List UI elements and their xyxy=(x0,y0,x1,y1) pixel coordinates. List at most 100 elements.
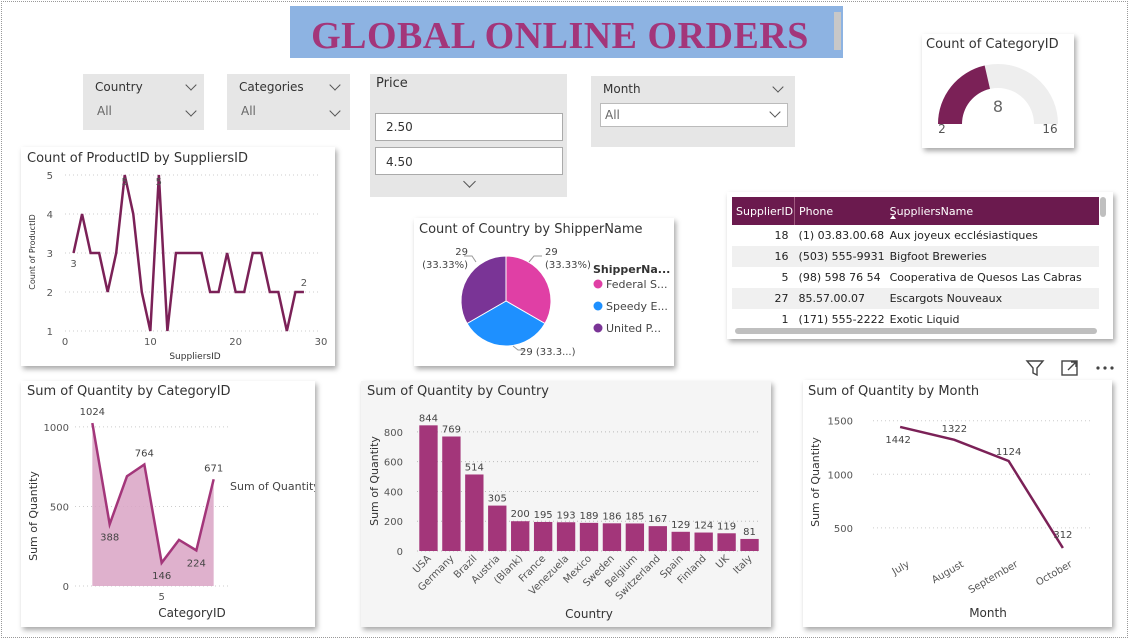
bar xyxy=(465,474,484,551)
category-gauge-card[interactable]: Count of CategoryID 8 2 16 xyxy=(922,34,1074,148)
products-x-axis-label: SuppliersID xyxy=(169,352,220,362)
gauge-chart: 8 2 16 xyxy=(938,64,1058,136)
cell-supplier-id: 27 xyxy=(774,292,789,305)
chevron-down-icon[interactable] xyxy=(329,105,341,117)
data-label: 5 xyxy=(156,177,162,188)
categories-slicer[interactable]: Categories All xyxy=(227,74,350,130)
country-slicer-label: Country xyxy=(95,80,143,94)
horizontal-scrollbar[interactable] xyxy=(735,328,1097,334)
price-min-value: 2.50 xyxy=(386,120,413,134)
chevron-down-icon[interactable] xyxy=(463,175,476,188)
supplier-table-scroll[interactable]: SupplierID Phone SuppliersName 18 (1) 03.… xyxy=(732,197,1099,325)
categories-slicer-value: All xyxy=(241,104,256,118)
data-label: 1124 xyxy=(996,447,1021,458)
data-label: 514 xyxy=(465,462,484,473)
chevron-down-icon[interactable] xyxy=(329,79,341,91)
legend-marker xyxy=(593,279,603,289)
pie-data-label-pct: (33.33%) xyxy=(545,260,591,271)
bar xyxy=(625,523,645,551)
cell-supplier-id: 5 xyxy=(781,271,789,284)
table-row[interactable]: 5 (98) 598 76 54 Cooperativa de Quesos Las… xyxy=(732,267,1099,288)
col-suppliers-name[interactable]: SuppliersName xyxy=(886,197,1099,225)
leader-line xyxy=(512,345,524,351)
supplier-table: SupplierID Phone SuppliersName 18 (1) 03.… xyxy=(732,197,1099,325)
data-label: 119 xyxy=(717,521,736,532)
y-tick-label: 0 xyxy=(63,582,69,593)
y-tick-label: 3 xyxy=(47,249,53,260)
data-label: 224 xyxy=(187,558,206,569)
cell-supplier-id: 18 xyxy=(774,229,789,242)
more-options-icon[interactable] xyxy=(1094,357,1118,379)
gauge-min: 2 xyxy=(938,122,946,136)
cell-suppliers-name: Aux joyeux ecclésiastiques xyxy=(889,229,1038,242)
month-slicer[interactable]: Month All xyxy=(591,76,795,147)
products-by-supplier-card[interactable]: Count of ProductID by SuppliersID Count … xyxy=(21,147,335,366)
chevron-down-icon[interactable] xyxy=(185,105,197,117)
shipper-pie-card[interactable]: Count of Country by ShipperName ShipperN… xyxy=(414,218,674,366)
legend-entry: United P... xyxy=(606,322,661,335)
x-tick-label: July xyxy=(890,559,912,578)
table-row[interactable]: 18 (1) 03.83.00.68 Aux joyeux ecclésiastiq… xyxy=(732,225,1099,246)
quantity-by-month-card[interactable]: Sum of Quantity by Month Sum of Quantity… xyxy=(803,380,1112,627)
price-slicer[interactable]: Price 2.50 4.50 xyxy=(370,74,567,197)
country-bar-chart: Sum of Quantity Country 0 200 400 600 800 844… xyxy=(368,413,761,621)
cell-phone: 85.57.00.07 xyxy=(798,292,866,305)
bar xyxy=(579,522,599,551)
month-line-chart: Sum of Quantity Month 500 1000 1500 1442 132… xyxy=(809,417,1090,620)
x-tick-label: October xyxy=(1034,559,1075,589)
vertical-scrollbar[interactable] xyxy=(1100,197,1106,217)
quantity-by-country-card[interactable]: Sum of Quantity by Country Sum of Quanti… xyxy=(361,381,771,627)
bar xyxy=(511,521,530,551)
month-dropdown[interactable]: All xyxy=(600,103,788,127)
data-label: 764 xyxy=(135,448,154,459)
y-tick-label: 1 xyxy=(47,327,53,338)
cell-supplier-id: 1 xyxy=(781,313,789,325)
y-tick-label: 5 xyxy=(47,171,53,182)
table-row[interactable]: 1 (171) 555-2222 Exotic Liquid xyxy=(732,309,1099,325)
categories-slicer-label: Categories xyxy=(239,80,304,94)
y-tick-label: 1000 xyxy=(44,423,69,434)
shipper-chart-title: Count of Country by ShipperName xyxy=(419,222,643,237)
table-row[interactable]: 27 85.57.00.07 Escargots Nouveaux xyxy=(732,288,1099,309)
month-slicer-label: Month xyxy=(603,82,641,96)
table-row[interactable]: 16 (503) 555-9931 Bigfoot Breweries xyxy=(732,246,1099,267)
data-label: 167 xyxy=(648,514,667,525)
price-max-input[interactable]: 4.50 xyxy=(375,147,563,175)
data-label: 769 xyxy=(442,425,461,436)
x-tick-label: 0 xyxy=(62,337,68,348)
gauge-value: 8 xyxy=(993,97,1003,116)
data-label: 3 xyxy=(70,259,76,270)
shipper-pie-chart: ShipperNa... 29 (33.33%) 29 (33.3...) 29 (33… xyxy=(422,247,670,358)
supplier-table-card[interactable]: SupplierID Phone SuppliersName 18 (1) 03.… xyxy=(727,192,1113,339)
price-min-input[interactable]: 2.50 xyxy=(375,113,563,141)
chevron-down-icon[interactable] xyxy=(769,106,781,118)
page-title: GLOBAL ONLINE ORDERS xyxy=(311,15,809,57)
sort-ascending-icon[interactable] xyxy=(889,215,896,219)
focus-mode-icon[interactable] xyxy=(1059,357,1081,379)
chevron-down-icon[interactable] xyxy=(185,79,197,91)
legend-entry: Speedy E... xyxy=(606,300,668,313)
y-tick-label: 400 xyxy=(384,487,403,498)
country-slicer[interactable]: Country All xyxy=(83,74,204,130)
cell-supplier-id: 16 xyxy=(774,250,789,263)
pie-data-label: 29 xyxy=(545,247,558,258)
y-tick-label: 1000 xyxy=(828,470,853,481)
filter-icon[interactable] xyxy=(1024,357,1046,379)
series-line xyxy=(72,174,304,332)
products-chart-title: Count of ProductID by SuppliersID xyxy=(27,151,248,166)
quantity-by-category-card[interactable]: Sum of Quantity by CategoryID Sum of Qua… xyxy=(21,381,315,627)
leader-line xyxy=(528,255,542,263)
cell-suppliers-name: Cooperativa de Quesos Las Cabras xyxy=(889,271,1082,284)
category-area-chart: Sum of Quantity CategoryID Sum of Quanti… xyxy=(27,407,315,620)
category-x-axis-label: CategoryID xyxy=(158,606,226,620)
title-scroll-handle[interactable] xyxy=(834,12,841,50)
data-label: 124 xyxy=(694,521,713,532)
bar xyxy=(442,436,461,551)
col-supplier-id[interactable]: SupplierID xyxy=(732,197,796,225)
col-phone[interactable]: Phone xyxy=(799,204,834,218)
data-label: 193 xyxy=(557,510,576,521)
bar xyxy=(488,505,507,551)
data-label: 844 xyxy=(419,413,438,424)
data-label: 671 xyxy=(204,463,223,474)
chevron-down-icon[interactable] xyxy=(772,81,784,93)
